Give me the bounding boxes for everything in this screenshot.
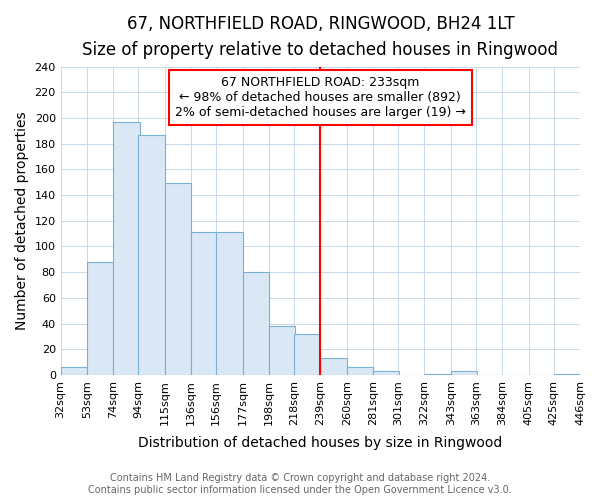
X-axis label: Distribution of detached houses by size in Ringwood: Distribution of detached houses by size … <box>138 436 502 450</box>
Bar <box>424 374 451 375</box>
Text: 67 NORTHFIELD ROAD: 233sqm
← 98% of detached houses are smaller (892)
2% of semi: 67 NORTHFIELD ROAD: 233sqm ← 98% of deta… <box>175 76 466 119</box>
Bar <box>373 371 400 375</box>
Bar <box>554 374 580 375</box>
Bar <box>87 262 113 375</box>
Bar <box>113 122 140 375</box>
Bar <box>191 232 217 375</box>
Bar <box>347 368 373 375</box>
Title: 67, NORTHFIELD ROAD, RINGWOOD, BH24 1LT
Size of property relative to detached ho: 67, NORTHFIELD ROAD, RINGWOOD, BH24 1LT … <box>82 15 559 60</box>
Bar <box>139 134 165 375</box>
Bar <box>320 358 347 375</box>
Text: Contains HM Land Registry data © Crown copyright and database right 2024.
Contai: Contains HM Land Registry data © Crown c… <box>88 474 512 495</box>
Bar <box>242 272 269 375</box>
Bar <box>61 368 87 375</box>
Y-axis label: Number of detached properties: Number of detached properties <box>15 112 29 330</box>
Bar <box>451 371 477 375</box>
Bar <box>216 232 242 375</box>
Bar <box>269 326 295 375</box>
Bar <box>165 184 191 375</box>
Bar <box>294 334 320 375</box>
